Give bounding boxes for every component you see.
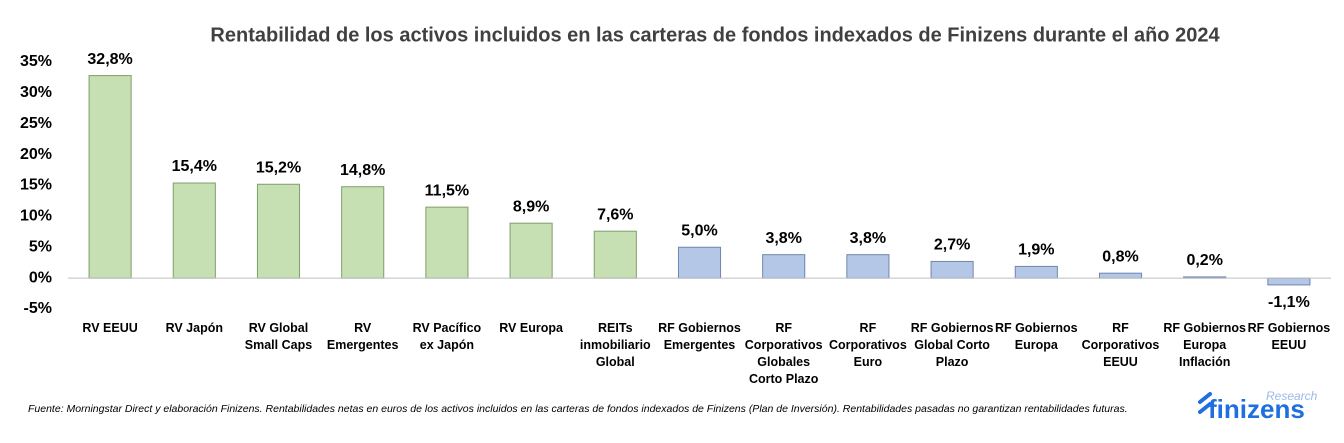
bar	[762, 254, 806, 279]
x-tick-label: RF Corporativos Euro	[828, 321, 907, 369]
bar	[1014, 265, 1058, 279]
x-tick-label: RF Corporativos EEUU	[1081, 321, 1160, 369]
bar	[341, 186, 385, 279]
value-label: 8,9%	[513, 198, 549, 215]
bar	[256, 183, 301, 279]
bar	[593, 230, 637, 279]
value-label: -1,1%	[1268, 294, 1310, 311]
logo: finizens	[1208, 394, 1305, 424]
x-tick-label: RV Europa	[499, 321, 563, 335]
value-label: 15,2%	[256, 159, 301, 176]
logo-icon	[1198, 392, 1212, 414]
y-tick-label: 25%	[20, 115, 52, 132]
x-tick-label: RV Pacífico ex Japón	[412, 321, 482, 352]
y-tick-label: 35%	[20, 53, 52, 70]
x-tick-label: RF Gobiernos Europa	[994, 321, 1078, 352]
bar	[1267, 277, 1311, 286]
value-label: 2,7%	[934, 237, 970, 254]
source-note: Fuente: Morningstar Direct y elaboración…	[28, 403, 1128, 415]
x-tick-label: RV EEUU	[82, 321, 138, 335]
x-tick-label: RF Gobiernos Emergentes	[658, 321, 741, 352]
value-label: 7,6%	[597, 206, 633, 223]
x-tick-label: REITs inmobiliario Global	[579, 321, 651, 369]
value-label: 0,8%	[1102, 248, 1138, 265]
bar	[1098, 272, 1143, 279]
bar	[509, 222, 553, 279]
bar	[930, 260, 974, 279]
value-label: 1,9%	[1018, 242, 1054, 259]
value-label: 3,8%	[765, 230, 801, 247]
value-label: 32,8%	[87, 51, 132, 68]
x-tick-label: RF Gobiernos Europa Inflación	[1163, 321, 1247, 369]
x-tick-label: RV Emergentes	[326, 321, 399, 352]
value-label: 14,8%	[340, 162, 385, 179]
y-tick-label: 10%	[20, 208, 52, 225]
x-tick-label: RF Gobiernos EEUU	[1247, 321, 1331, 352]
bar	[425, 206, 469, 279]
y-tick-label: 20%	[20, 146, 52, 163]
value-label: 0,2%	[1186, 252, 1222, 269]
x-tick-label: RF Corporativos Globales Corto Plazo	[744, 321, 823, 386]
bar	[846, 254, 890, 279]
y-tick-label: 30%	[20, 84, 52, 101]
x-tick-label: RV Global Small Caps	[244, 321, 313, 352]
bar	[172, 182, 216, 279]
y-tick-label: 0%	[29, 269, 52, 286]
value-label: 3,8%	[850, 230, 886, 247]
bar	[88, 75, 132, 279]
x-tick-label: RV Japón	[165, 321, 223, 335]
value-label: 15,4%	[172, 158, 217, 175]
y-tick-label: 5%	[29, 238, 52, 255]
y-tick-label: 15%	[20, 177, 52, 194]
y-tick-label: -5%	[24, 300, 52, 317]
chart-title: Rentabilidad de los activos incluidos en…	[210, 24, 1220, 46]
logo-tag: Research	[1266, 389, 1318, 403]
x-tick-label: RF Gobiernos Global Corto Plazo	[910, 321, 994, 369]
bar	[677, 246, 722, 279]
value-label: 5,0%	[681, 222, 717, 239]
value-label: 11,5%	[425, 182, 469, 199]
